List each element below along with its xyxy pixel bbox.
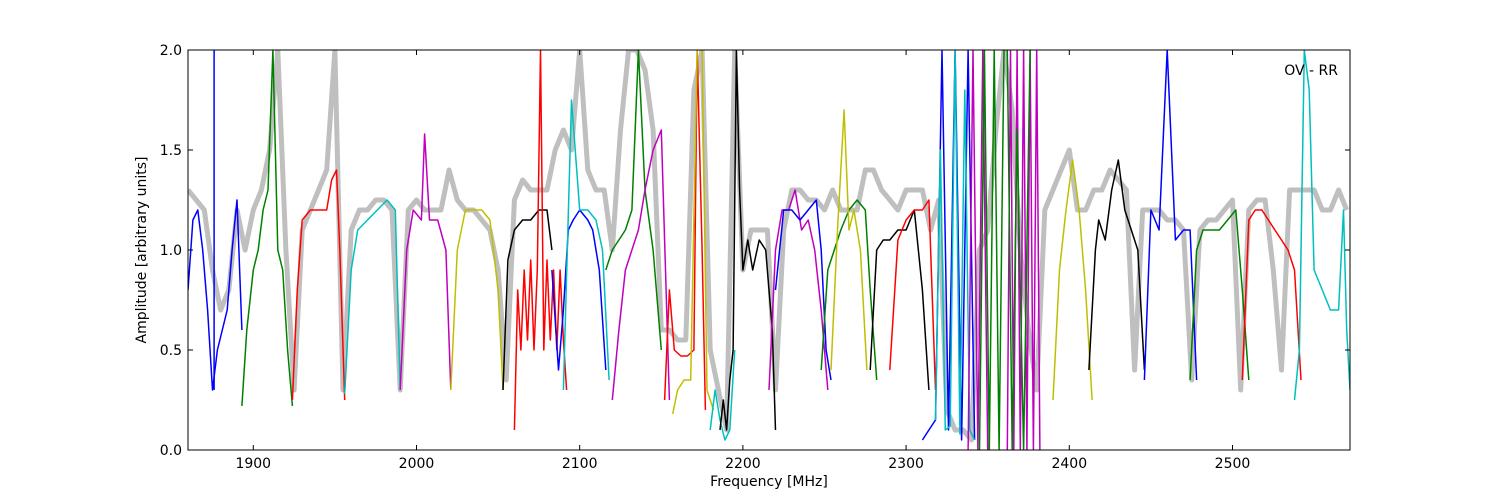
series-line-16 <box>709 349 736 441</box>
x-axis: 1900 2000 2100 2200 2300 2400 2500 <box>235 50 1250 472</box>
plot-annotation: OV - RR <box>1284 63 1338 79</box>
reference-envelope <box>188 50 1350 443</box>
series-line-10 <box>551 209 607 371</box>
y-tick-label: 1.0 <box>160 243 182 259</box>
x-tick-label: 2000 <box>399 456 435 472</box>
y-axis-label: Amplitude [arbitrary units] <box>134 157 150 344</box>
series-line-26 <box>967 50 989 450</box>
series-line-7 <box>450 209 504 391</box>
series-group <box>188 50 1350 450</box>
series-line-6 <box>399 133 452 391</box>
series-line-5 <box>343 199 401 395</box>
series-line-15 <box>671 50 715 415</box>
series-line-35 <box>1293 50 1350 401</box>
x-axis-label: Frequency [MHz] <box>710 474 828 490</box>
series-line-8 <box>502 209 553 391</box>
series-line-32 <box>1143 50 1198 381</box>
series-line-20 <box>820 199 878 381</box>
x-tick-label: 2100 <box>562 456 598 472</box>
series-line-4 <box>291 169 346 401</box>
series-line-34 <box>1241 209 1302 381</box>
series-line-33 <box>1189 209 1250 381</box>
series-line-1 <box>188 199 243 391</box>
series-line-30 <box>1052 159 1093 401</box>
series-line-9 <box>513 50 568 431</box>
x-tick-label: 2500 <box>1215 456 1251 472</box>
x-tick-label: 2300 <box>888 456 924 472</box>
reference-line <box>188 50 1350 443</box>
x-tick-label: 1900 <box>235 456 271 472</box>
series-line-12 <box>605 50 663 351</box>
x-tick-label: 2200 <box>725 456 761 472</box>
series-line-29 <box>1006 50 1031 450</box>
series-line-14 <box>663 50 707 411</box>
x-tick-label: 2400 <box>1051 456 1087 472</box>
series-line-27 <box>978 50 1005 450</box>
y-tick-label: 2.0 <box>160 43 182 59</box>
series-line-11 <box>562 99 610 391</box>
y-tick-label: 1.5 <box>160 143 182 159</box>
series-line-22 <box>869 209 930 391</box>
series-line-31 <box>1088 159 1146 371</box>
series-line-18 <box>768 189 829 391</box>
series-line-3 <box>241 50 294 407</box>
series-line-21 <box>830 109 868 371</box>
y-tick-label: 0.0 <box>160 443 182 459</box>
series-line-17 <box>719 50 777 431</box>
series-line-25 <box>934 50 976 441</box>
y-tick-label: 0.5 <box>160 343 182 359</box>
series-line-28 <box>1006 50 1041 450</box>
series-line-23 <box>889 199 937 391</box>
y-axis: 0.0 0.5 1.0 1.5 2.0 <box>160 43 1350 459</box>
series-line-13 <box>611 129 671 401</box>
